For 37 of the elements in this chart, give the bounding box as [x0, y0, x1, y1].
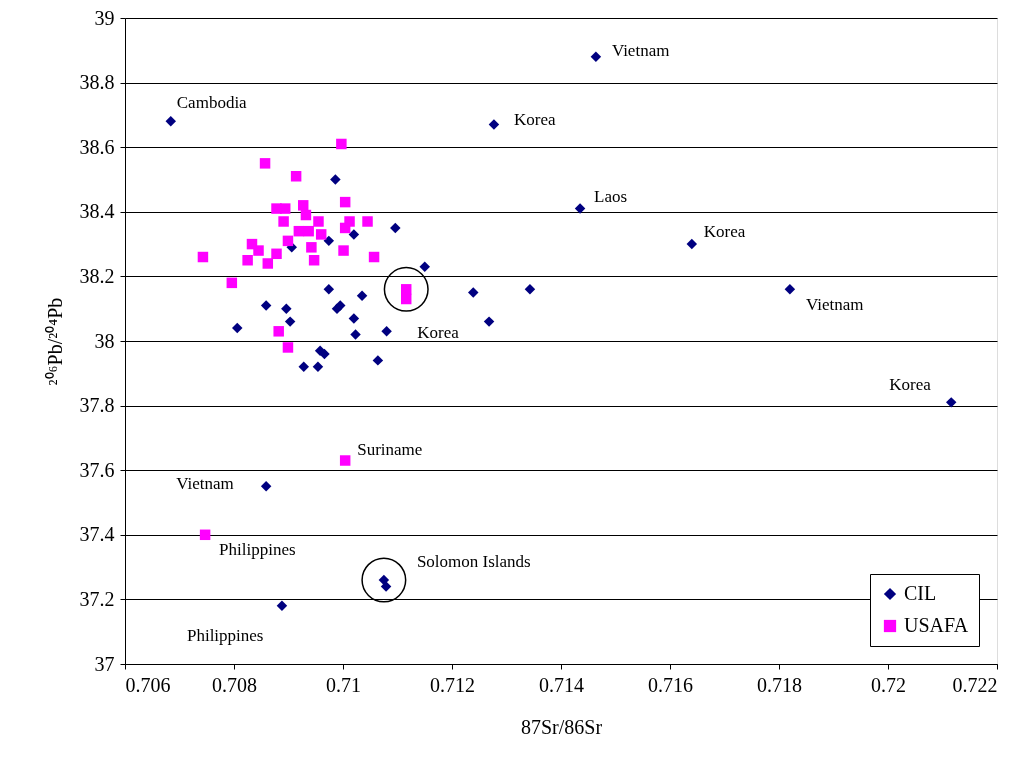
x-tick-label: 0.714 — [539, 673, 584, 696]
y-tick-label: 38.4 — [79, 200, 115, 223]
y-axis-title: ²⁰⁶Pb/²⁰⁴Pb — [43, 297, 66, 386]
x-tick-label: 0.72 — [871, 673, 906, 696]
x-tick-label: 0.706 — [125, 673, 171, 696]
y-tick-label: 38.6 — [79, 135, 115, 158]
y-tick-label: 39 — [94, 6, 115, 29]
legend-label: USAFA — [904, 614, 969, 636]
annotation: Philippines — [219, 539, 296, 559]
y-tick-label: 37.4 — [79, 523, 115, 546]
annotation: Philippines — [186, 625, 264, 645]
annotation: Vietnam — [176, 474, 234, 494]
y-tick-label: 37.6 — [79, 458, 115, 481]
y-tick-label: 37 — [94, 652, 115, 675]
annotation: Korea — [513, 109, 556, 129]
y-tick-label: 38.2 — [79, 264, 115, 287]
x-tick-label: 0.712 — [430, 673, 475, 696]
legend-label: CIL — [904, 582, 937, 604]
x-tick-label: 0.722 — [952, 673, 998, 696]
x-tick-label: 0.71 — [326, 673, 361, 696]
x-tick-label: 0.718 — [757, 673, 802, 696]
annotation: Solomon Islands — [416, 552, 531, 572]
x-tick-label: 0.708 — [212, 673, 257, 696]
y-tick-label: 38.8 — [79, 71, 115, 94]
annotation: Suriname — [357, 439, 423, 459]
annotation: Cambodia — [176, 93, 248, 113]
annotation: Vietnam — [611, 40, 670, 60]
y-tick-label: 38 — [94, 329, 115, 352]
annotation: Korea — [417, 323, 460, 343]
y-tick-label: 37.2 — [79, 587, 115, 610]
annotation: Vietnam — [805, 295, 864, 315]
annotation: Korea — [889, 375, 932, 395]
annotation: Korea — [703, 222, 746, 242]
x-tick-label: 0.716 — [648, 673, 693, 696]
x-axis-title: 87Sr/86Sr — [520, 715, 603, 738]
y-tick-label: 37.8 — [79, 394, 115, 417]
annotation: Laos — [594, 186, 628, 206]
